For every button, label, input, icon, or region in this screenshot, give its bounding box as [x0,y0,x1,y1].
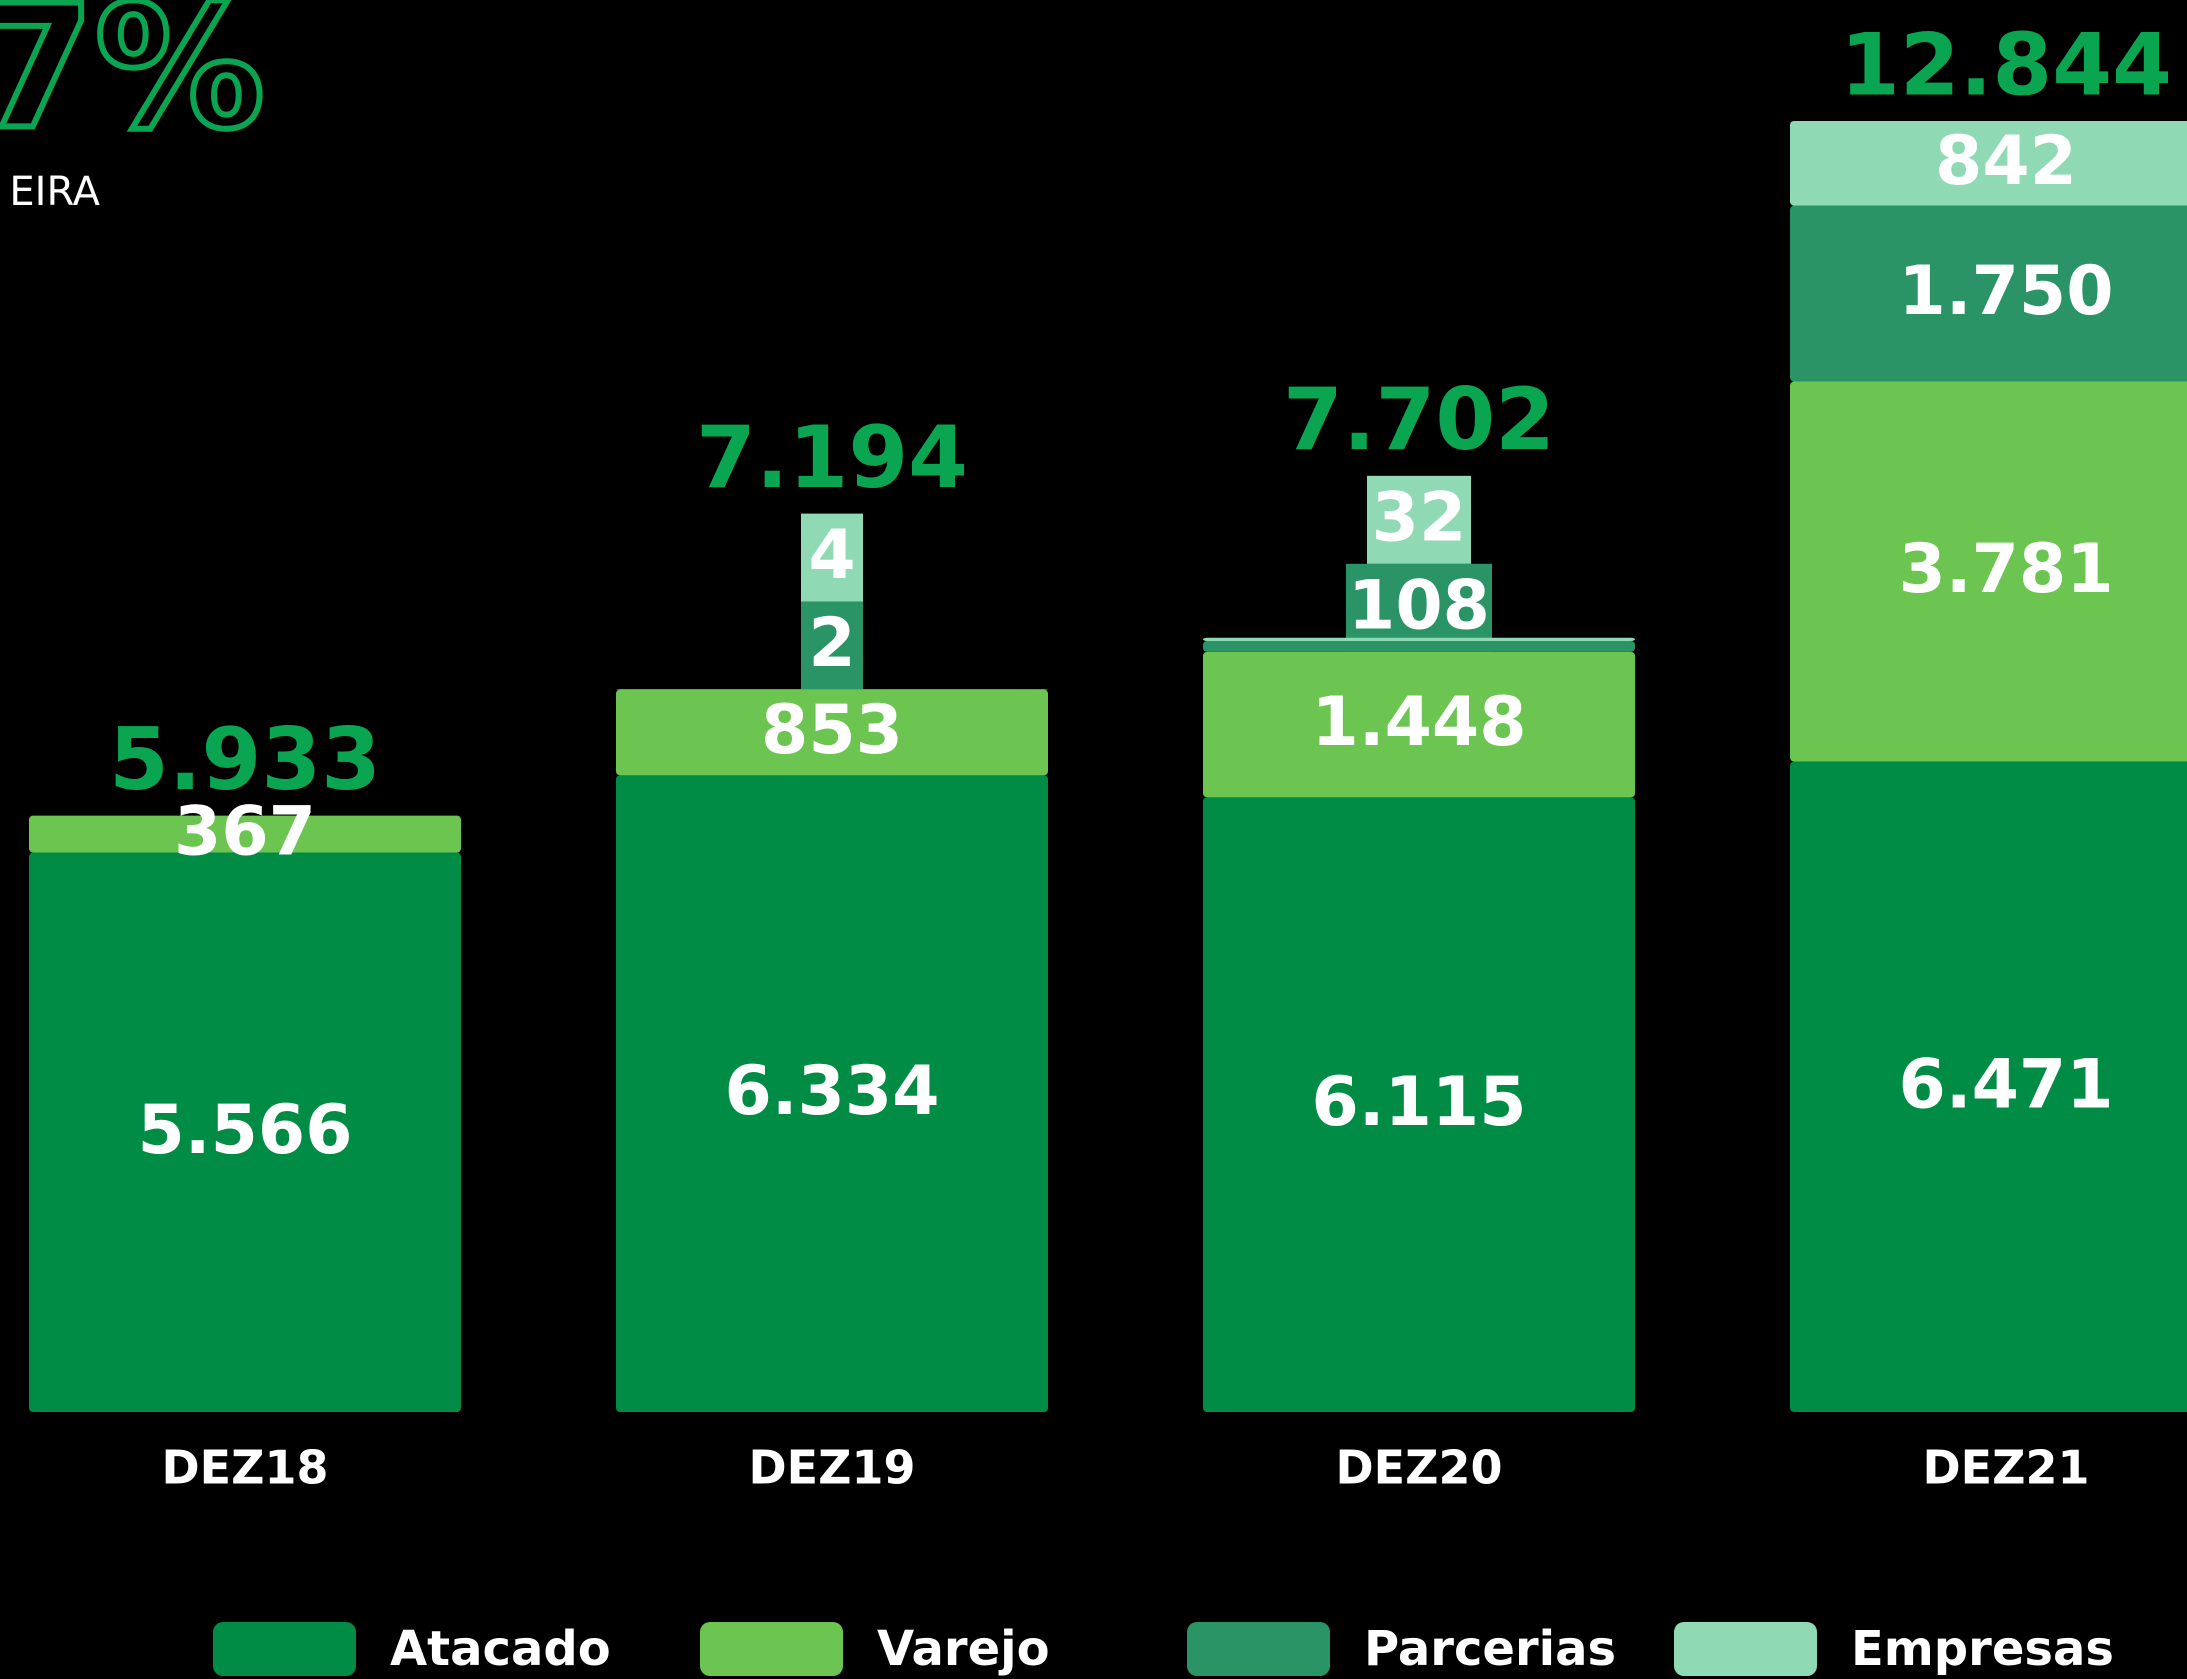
legend-label: Varejo [877,1621,1050,1677]
x-tick-label: DEZ19 [749,1441,916,1495]
total-label: 12.844 [1840,15,2172,115]
segment-label: 108 [1348,566,1490,645]
x-tick-label: DEZ20 [1336,1441,1503,1495]
legend-swatch [1187,1622,1330,1676]
segment-label: 842 [1935,122,2077,201]
x-tick-label: DEZ21 [1923,1441,2090,1495]
segment-label: 6.471 [1898,1045,2113,1124]
label-box [801,513,863,602]
bar-segment [1203,637,1635,641]
segment-label: 5.566 [137,1091,352,1170]
total-label: 7.194 [696,408,968,508]
segment-label: 3.781 [1898,530,2113,609]
bar-segment [29,852,461,1412]
headline: 7% [0,0,265,167]
segment-label: 367 [174,793,316,872]
bar-segment [1790,381,2187,762]
segment-label: 4 [808,516,855,595]
legend-label: Parcerias [1364,1621,1616,1677]
legend-label: Empresas [1851,1621,2114,1677]
segment-label: 6.334 [724,1052,939,1131]
total-label: 5.933 [109,710,381,810]
legend-swatch [1674,1622,1817,1676]
legend-swatch [700,1622,843,1676]
bar-segment [616,689,1048,776]
segment-label: 1.750 [1898,252,2113,331]
label-box [1367,475,1471,564]
segment-label: 1.448 [1311,683,1526,762]
label-box [801,601,863,690]
bar-segment [1790,205,2187,382]
bar-segment [1790,121,2187,206]
bar-segment [616,775,1048,1412]
segment-label: 2 [808,604,855,683]
x-tick-label: DEZ18 [162,1441,329,1495]
bar-segment [29,815,461,853]
segment-label: 853 [761,691,903,770]
total-label: 7.702 [1283,370,1555,470]
bar-segment [1203,651,1635,798]
segment-label: 32 [1372,478,1467,557]
bar-segment [1203,797,1635,1412]
legend-swatch [213,1622,356,1676]
legend-label: Atacado [390,1621,611,1677]
subtitle: EIRA [9,169,100,215]
bar-segment [1790,761,2187,1412]
segment-label: 6.115 [1311,1063,1526,1142]
label-box [1346,563,1492,652]
